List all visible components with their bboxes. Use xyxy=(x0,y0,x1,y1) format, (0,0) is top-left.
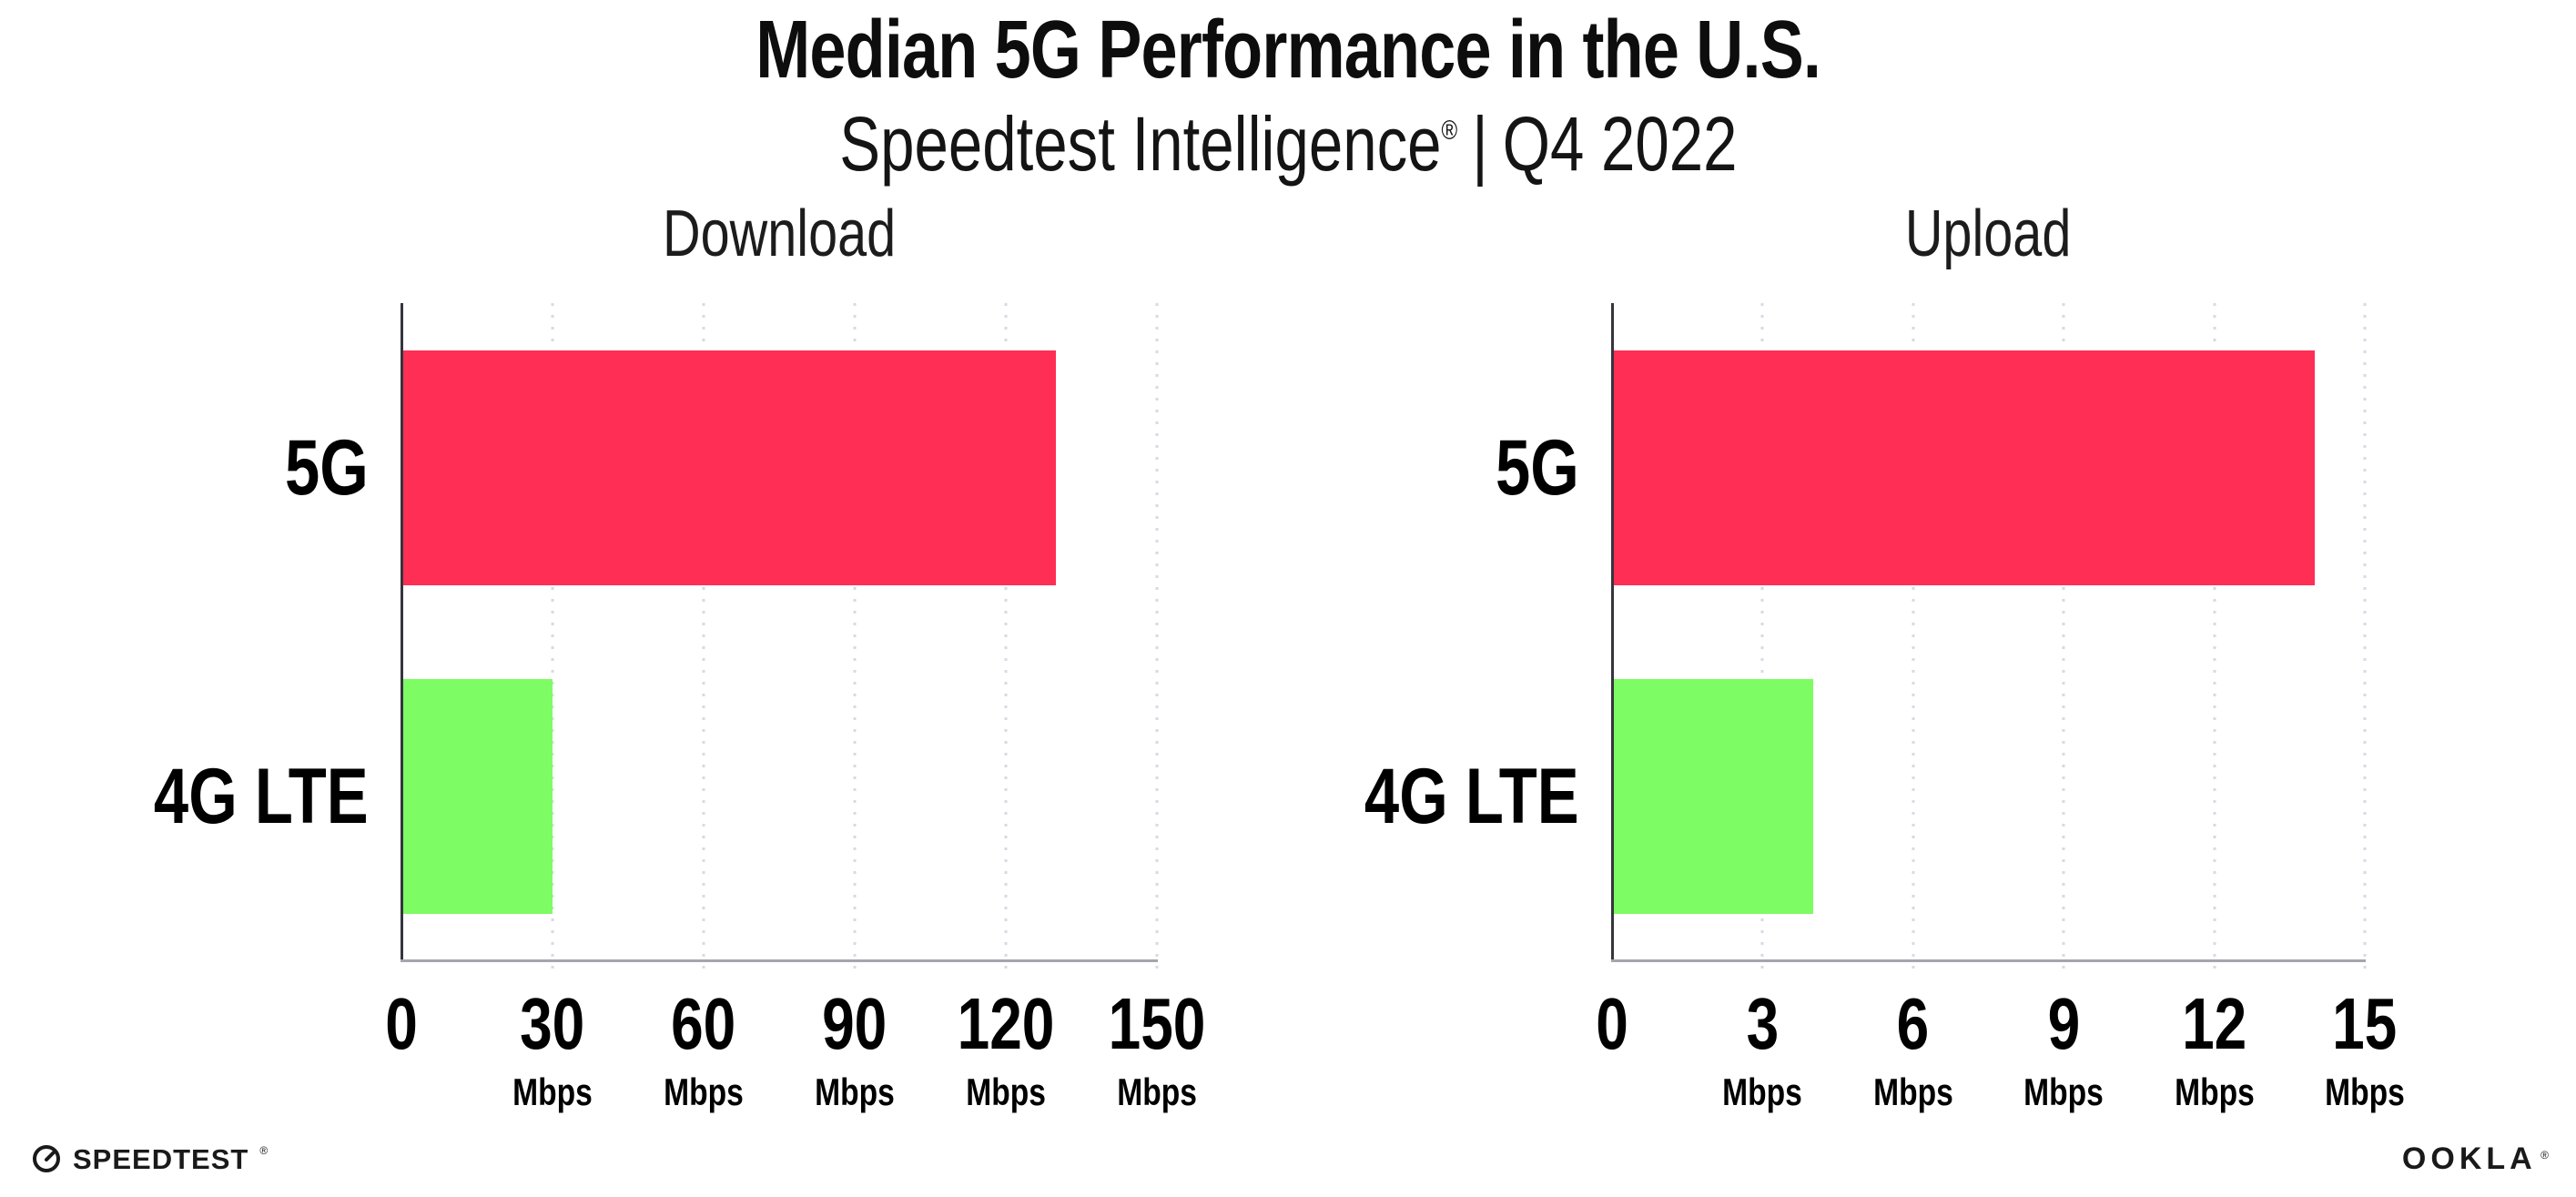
gridline-150 xyxy=(1155,303,1159,977)
category-label-5g: 5G xyxy=(1496,423,1579,512)
gridline-6 xyxy=(1912,303,1915,977)
x-tick-unit: Mbps xyxy=(1722,1070,1803,1113)
registered-trademark-symbol: ® xyxy=(1441,116,1457,146)
x-tick-unit: Mbps xyxy=(1117,1070,1197,1113)
page-subtitle: Speedtest Intelligence® | Q4 2022 xyxy=(0,102,2576,186)
download-chart-title: Download xyxy=(401,201,1157,267)
subtitle-separator: | xyxy=(1471,101,1488,187)
x-tick-value: 3 xyxy=(1746,983,1780,1064)
x-tick-unit: Mbps xyxy=(512,1070,593,1113)
x-tick-unit: Mbps xyxy=(966,1070,1046,1113)
x-tick-value: 6 xyxy=(1896,983,1930,1064)
x-tick-unit: Mbps xyxy=(2325,1070,2405,1113)
x-tick-unit: Mbps xyxy=(815,1070,895,1113)
x-tick-unit: Mbps xyxy=(2174,1070,2255,1113)
x-tick-0: 0 xyxy=(381,988,422,1060)
gridline-15 xyxy=(2363,303,2367,977)
x-tick-value: 150 xyxy=(1108,983,1206,1064)
x-tick-12: 12 Mbps xyxy=(2165,988,2265,1111)
download-x-axis-line xyxy=(401,959,1158,962)
download-y-axis-line xyxy=(401,303,403,960)
x-tick-15: 15 Mbps xyxy=(2315,988,2415,1111)
gridline-120 xyxy=(1004,303,1008,977)
x-tick-120: 120 Mbps xyxy=(945,988,1066,1111)
x-tick-value: 15 xyxy=(2332,983,2398,1064)
x-tick-value: 0 xyxy=(1596,983,1628,1064)
bar-4g-lte xyxy=(1612,678,1813,914)
x-tick-value: 120 xyxy=(957,983,1055,1064)
x-tick-0: 0 xyxy=(1592,988,1633,1060)
speedtest-wordmark: SPEEDTEST xyxy=(73,1142,249,1175)
x-tick-6: 6 Mbps xyxy=(1863,988,1963,1111)
category-label-4g-lte: 4G LTE xyxy=(1364,752,1579,840)
x-tick-value: 0 xyxy=(385,983,418,1064)
gridline-60 xyxy=(702,303,705,977)
x-tick-value: 90 xyxy=(822,983,887,1064)
x-tick-3: 3 Mbps xyxy=(1713,988,1813,1111)
x-tick-value: 60 xyxy=(671,983,736,1064)
subtitle-brand: Speedtest Intelligence xyxy=(838,101,1442,187)
ookla-registered-mark: ® xyxy=(2541,1149,2549,1161)
bar-5g xyxy=(1612,350,2315,585)
x-tick-60: 60 Mbps xyxy=(654,988,754,1111)
x-tick-150: 150 Mbps xyxy=(1096,988,1217,1111)
download-chart: Download 0 30 Mbps 60 Mbps 90 Mbps 120 Mbps 150 Mb… xyxy=(154,201,1205,1111)
page-title-text: Median 5G Performance in the U.S. xyxy=(756,5,1821,96)
page-title: Median 5G Performance in the U.S. xyxy=(0,5,2576,96)
x-tick-9: 9 Mbps xyxy=(2013,988,2114,1111)
upload-chart-title-text: Upload xyxy=(1905,198,2072,270)
ookla-logo: OOKLA ® xyxy=(2402,1143,2549,1174)
x-tick-value: 9 xyxy=(2047,983,2080,1064)
upload-chart-title: Upload xyxy=(1612,201,2365,267)
gridline-3 xyxy=(1760,303,1764,977)
x-tick-value: 30 xyxy=(520,983,585,1064)
bar-4g-lte xyxy=(401,678,553,914)
gridline-12 xyxy=(2213,303,2216,977)
bar-5g xyxy=(401,350,1057,585)
x-tick-90: 90 Mbps xyxy=(805,988,905,1111)
download-chart-title-text: Download xyxy=(662,198,897,270)
upload-y-axis-line xyxy=(1611,303,1614,960)
speedtest-gauge-icon xyxy=(33,1145,60,1172)
x-tick-unit: Mbps xyxy=(1872,1070,1953,1113)
speedtest-registered-mark: ® xyxy=(259,1144,269,1157)
category-label-5g: 5G xyxy=(285,423,369,512)
x-tick-value: 12 xyxy=(2181,983,2247,1064)
gridline-30 xyxy=(551,303,554,977)
speedtest-logo: SPEEDTEST ® xyxy=(31,1143,268,1174)
ookla-wordmark: OOKLA xyxy=(2401,1141,2537,1176)
page-subtitle-text: Speedtest Intelligence® | Q4 2022 xyxy=(839,102,1737,186)
gridline-90 xyxy=(853,303,857,977)
x-tick-unit: Mbps xyxy=(664,1070,744,1113)
x-tick-30: 30 Mbps xyxy=(502,988,603,1111)
upload-x-axis-line xyxy=(1611,959,2366,962)
category-label-4g-lte: 4G LTE xyxy=(154,752,369,840)
upload-chart: Upload 0 3 Mbps 6 Mbps 9 Mbps 12 Mbps 15 Mbps 5G 4G … xyxy=(1364,201,2405,1111)
subtitle-period: Q4 2022 xyxy=(1502,101,1738,187)
x-tick-unit: Mbps xyxy=(2023,1070,2104,1113)
gridline-9 xyxy=(2062,303,2065,977)
